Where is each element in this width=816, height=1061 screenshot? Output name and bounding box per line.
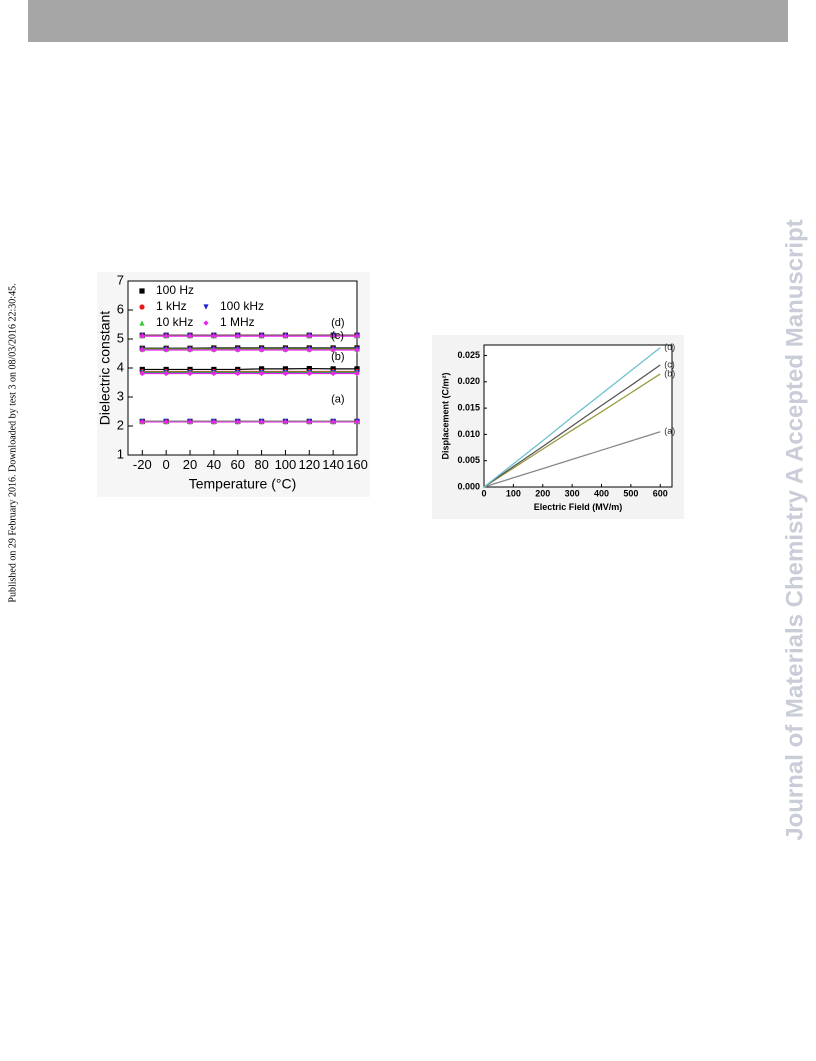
x-axis-label: Temperature (°C) (189, 476, 297, 492)
legend-label: 100 kHz (220, 299, 264, 313)
y-tick-label: 0.005 (457, 455, 480, 465)
series-label: (c) (664, 359, 675, 369)
y-axis-label: Displacement (C/m²) (440, 372, 450, 459)
x-tick-label: 600 (653, 489, 668, 499)
x-tick-label: 500 (623, 489, 638, 499)
x-tick-label: 120 (298, 457, 320, 472)
annotation: (b) (331, 351, 344, 363)
y-axis-label: Dielectric constant (97, 311, 113, 425)
annotation: (c) (331, 330, 344, 342)
x-tick-label: 400 (594, 489, 609, 499)
legend-label: 1 kHz (156, 299, 187, 313)
x-tick-label: 200 (535, 489, 550, 499)
x-tick-label: -20 (133, 457, 152, 472)
y-tick-label: 5 (117, 330, 124, 345)
x-tick-label: 300 (565, 489, 580, 499)
legend-label: 1 MHz (220, 315, 255, 329)
y-tick-label: 2 (117, 417, 124, 432)
series-label: (a) (664, 426, 675, 436)
series-label: (d) (664, 342, 675, 352)
x-tick-label: 100 (275, 457, 297, 472)
x-tick-label: 0 (481, 489, 486, 499)
y-tick-label: 4 (117, 359, 124, 374)
x-tick-label: 140 (322, 457, 344, 472)
x-tick-label: 0 (163, 457, 170, 472)
y-tick-label: 3 (117, 388, 124, 403)
x-tick-label: 60 (230, 457, 244, 472)
y-tick-label: 6 (117, 301, 124, 316)
side-note: Published on 29 February 2016. Downloade… (7, 283, 18, 602)
y-tick-label: 0.000 (457, 481, 480, 491)
series-label: (b) (664, 368, 675, 378)
legend-swatch (139, 304, 144, 309)
y-tick-label: 7 (117, 272, 124, 287)
legend-label: 10 kHz (156, 315, 193, 329)
plot-frame (484, 345, 672, 487)
header-bar (28, 0, 788, 42)
x-tick-label: 80 (254, 457, 268, 472)
y-tick-label: 0.025 (457, 350, 480, 360)
y-tick-label: 0.015 (457, 402, 480, 412)
annotation: (d) (331, 317, 344, 329)
y-tick-label: 0.010 (457, 429, 480, 439)
legend-label: 100 Hz (156, 283, 194, 297)
x-tick-label: 160 (346, 457, 368, 472)
annotation: (a) (331, 393, 344, 405)
x-axis-label: Electric Field (MV/m) (534, 502, 623, 512)
x-tick-label: 20 (183, 457, 197, 472)
x-tick-label: 100 (506, 489, 521, 499)
y-tick-label: 1 (117, 446, 124, 461)
x-tick-label: 40 (207, 457, 221, 472)
y-tick-label: 0.020 (457, 376, 480, 386)
legend-swatch (139, 288, 144, 293)
watermark: Journal of Materials Chemistry A Accepte… (781, 219, 808, 840)
